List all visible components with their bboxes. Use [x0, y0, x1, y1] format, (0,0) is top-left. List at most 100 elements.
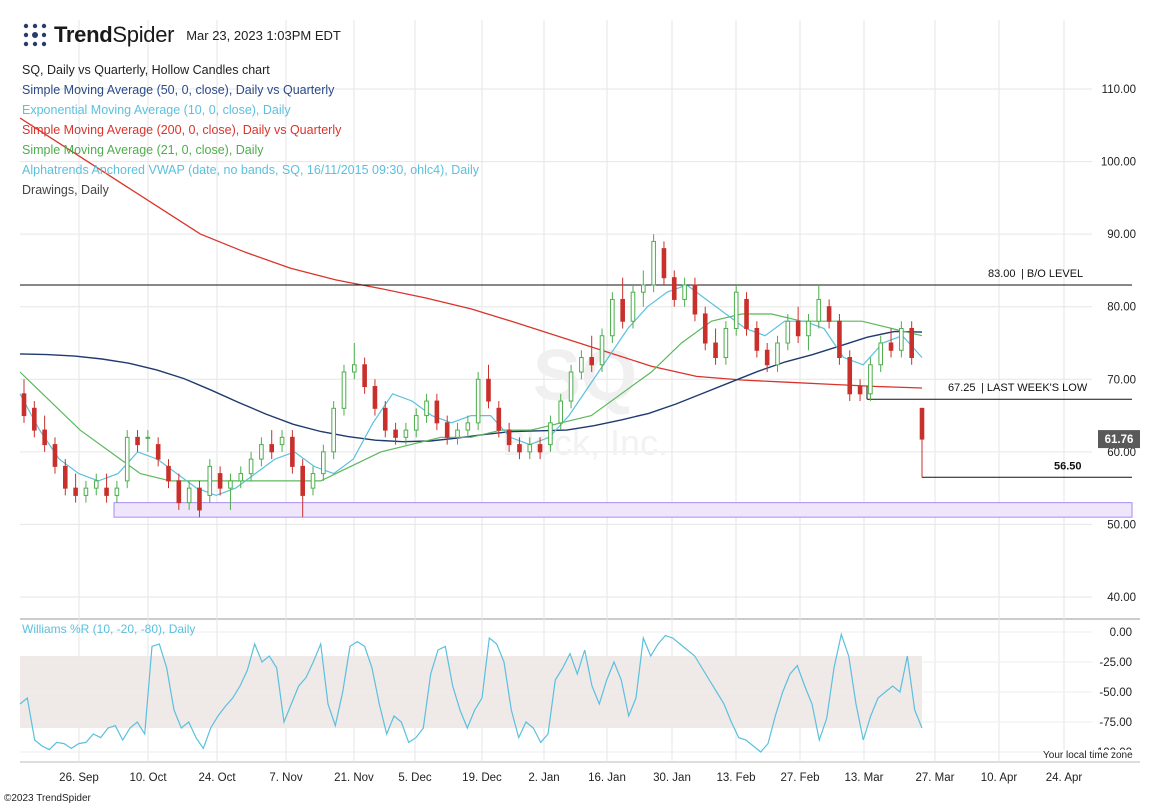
x-tick-label: 13. Mar	[845, 772, 884, 784]
candle-body	[104, 487, 109, 496]
legend-item: Simple Moving Average (50, 0, close), Da…	[22, 83, 335, 97]
candle-body	[599, 335, 605, 366]
candle-body	[434, 400, 440, 424]
williams-tick-label: 0.00	[1110, 627, 1132, 639]
y-tick-label: 50.00	[1107, 519, 1136, 531]
williams-tick-label: -75.00	[1099, 717, 1132, 729]
candle-body	[166, 465, 171, 482]
candle-body	[641, 284, 646, 293]
x-tick-label: 26. Sep	[59, 772, 99, 784]
candle-body	[279, 436, 285, 446]
candle-body	[888, 342, 894, 351]
y-tick-label: 80.00	[1107, 302, 1136, 314]
candle-body	[702, 313, 708, 344]
timestamp: Mar 23, 2023 1:03PM EDT	[186, 27, 341, 43]
y-tick-label: 110.00	[1102, 84, 1136, 96]
candle-body	[114, 487, 120, 496]
candle-body	[135, 436, 140, 446]
candle-body	[93, 480, 99, 489]
candle-body	[145, 436, 151, 439]
candle-body	[259, 444, 264, 460]
candle-body	[754, 327, 760, 351]
candle-body	[764, 349, 770, 366]
legend-item: Alphatrends Anchored VWAP (date, no band…	[22, 163, 480, 177]
candle-body	[331, 407, 336, 453]
candle-body	[579, 357, 584, 373]
candle-body	[372, 386, 378, 409]
candle-body	[186, 487, 192, 504]
candle-body	[713, 342, 718, 359]
candle-body	[506, 429, 512, 446]
candle-body	[909, 327, 914, 359]
watermark-sub: Block, Inc.	[502, 422, 668, 463]
sma50-line	[19, 330, 923, 443]
candle-body	[919, 407, 925, 440]
candle-body	[403, 429, 409, 438]
candle-body	[527, 444, 533, 453]
x-tick-label: 27. Feb	[781, 772, 820, 784]
x-tick-label: 5. Dec	[398, 772, 431, 784]
candle-body	[413, 415, 419, 431]
candle-body	[362, 364, 367, 388]
timezone-label: Your local time zone	[1043, 750, 1133, 761]
candle-body	[465, 422, 471, 431]
level-label-low-text: | LAST WEEK'S LOW	[981, 382, 1088, 394]
legend-item: SQ, Daily vs Quarterly, Hollow Candles c…	[22, 63, 270, 77]
candle-body	[21, 393, 27, 417]
candle-body	[42, 429, 47, 446]
candle-body	[733, 291, 739, 329]
candle-body	[785, 320, 791, 344]
candle-body	[795, 320, 801, 337]
williams-r-line	[19, 632, 923, 753]
candle-body	[393, 429, 398, 438]
level-label-5650: 56.50	[1054, 460, 1082, 472]
williams-tick-label: -25.00	[1099, 657, 1132, 669]
candle-body	[671, 277, 677, 300]
candle-body	[826, 306, 832, 322]
candle-body	[207, 465, 213, 496]
candle-body	[176, 480, 182, 504]
x-tick-label: 7. Nov	[269, 772, 302, 784]
candle-body	[868, 364, 873, 395]
candle-body	[444, 422, 450, 438]
candle-body	[775, 342, 780, 366]
candle-body	[62, 465, 68, 489]
candle-body	[73, 487, 78, 496]
candle-body	[744, 298, 749, 329]
candle-body	[52, 444, 58, 467]
candle-body	[682, 284, 687, 300]
candle-body	[248, 458, 254, 475]
candle-body	[517, 444, 522, 453]
candle-body	[310, 473, 316, 489]
candle-body	[899, 327, 904, 351]
x-tick-label: 27. Mar	[916, 772, 955, 784]
x-tick-label: 19. Dec	[462, 772, 502, 784]
candle-body	[197, 487, 202, 511]
candle-body	[847, 357, 853, 395]
legend-item: Simple Moving Average (21, 0, close), Da…	[22, 143, 264, 157]
ema10-line	[19, 284, 923, 497]
candle-body	[548, 422, 553, 446]
x-tick-label: 24. Apr	[1046, 772, 1083, 784]
last-price-label: 61.76	[1105, 434, 1134, 446]
y-tick-label: 90.00	[1107, 229, 1136, 241]
candle-body	[651, 240, 656, 286]
legend-item: Simple Moving Average (200, 0, close), D…	[22, 123, 342, 137]
y-tick-label: 100.00	[1101, 157, 1136, 169]
candle-body	[496, 407, 502, 431]
y-tick-label: 70.00	[1107, 374, 1136, 386]
candle-body	[589, 357, 595, 366]
candle-body	[351, 364, 357, 373]
candle-body	[486, 378, 491, 402]
level-label-bo-text: | B/O LEVEL	[1021, 268, 1083, 280]
candle-body	[723, 327, 729, 359]
trendspider-logo-icon	[23, 23, 47, 47]
x-tick-label: 16. Jan	[588, 772, 626, 784]
x-tick-label: 21. Nov	[334, 772, 374, 784]
williams-r-label: Williams %R (10, -20, -80), Daily	[22, 622, 196, 636]
candle-body	[661, 248, 667, 279]
candle-body	[816, 298, 822, 322]
candle-body	[630, 291, 636, 322]
candle-body	[475, 378, 481, 424]
